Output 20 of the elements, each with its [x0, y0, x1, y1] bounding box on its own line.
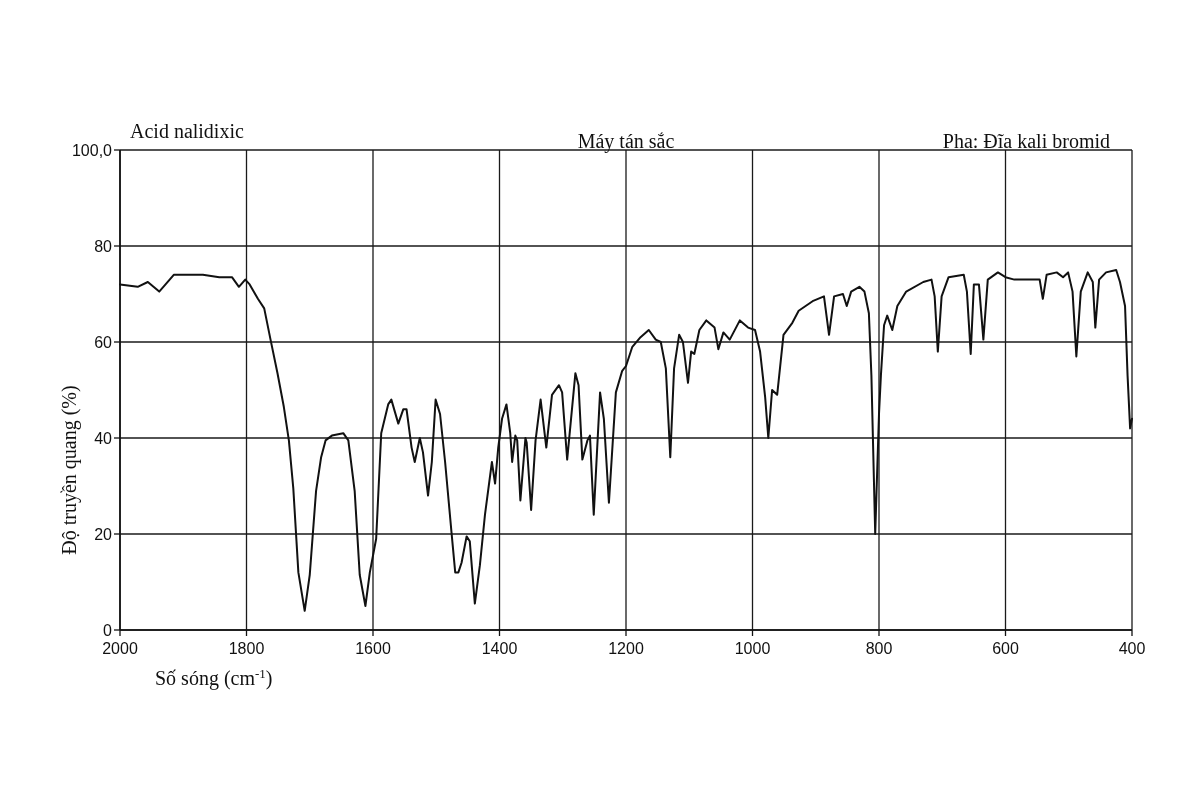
x-tick-label: 800 — [865, 640, 893, 657]
annotation: Pha: Đĩa kali bromid — [942, 130, 1110, 152]
x-tick-label: 1200 — [608, 640, 644, 657]
x-tick-label: 1600 — [355, 640, 391, 657]
y-tick-label: 80 — [94, 237, 113, 255]
x-tick-label: 1000 — [734, 640, 771, 657]
y-tick-label: 100,0 — [71, 141, 113, 159]
x-tick-label: 1800 — [228, 640, 265, 657]
y-axis-title: Độ truyền quang (%) — [58, 385, 81, 555]
y-tick-label: 60 — [94, 333, 113, 351]
x-axis-title: Số sóng (cm$^{-1}$) — [155, 665, 273, 690]
annotation: Máy tán sắc — [577, 130, 675, 153]
y-tick-label: 40 — [94, 429, 113, 447]
y-tick-label: 0 — [103, 621, 113, 639]
x-tick-label: 400 — [1118, 640, 1146, 657]
chart-title: Acid nalidixic — [130, 120, 244, 142]
y-tick-label: 20 — [94, 525, 113, 543]
x-tick-label: 1400 — [481, 640, 518, 657]
x-tick-label: 600 — [992, 640, 1019, 657]
x-tick-label: 2000 — [102, 640, 138, 657]
